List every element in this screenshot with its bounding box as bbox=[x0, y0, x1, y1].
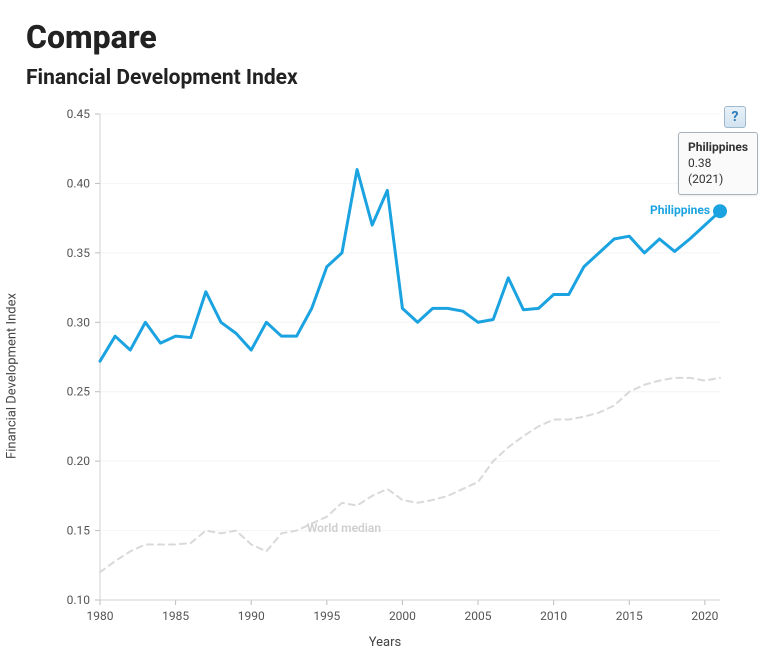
line-philippines[interactable] bbox=[100, 170, 720, 362]
svg-text:0.40: 0.40 bbox=[67, 176, 91, 190]
tooltip-year: (2021) bbox=[688, 172, 723, 186]
page-title: Compare bbox=[26, 18, 744, 56]
svg-text:0.35: 0.35 bbox=[67, 246, 91, 260]
marker-philippines-last[interactable] bbox=[713, 204, 727, 218]
tooltip-series: Philippines bbox=[688, 140, 748, 154]
x-axis-label: Years bbox=[369, 635, 401, 650]
chart-title: Financial Development Index bbox=[26, 66, 744, 90]
svg-text:2020: 2020 bbox=[691, 609, 718, 623]
svg-text:0.15: 0.15 bbox=[67, 524, 91, 538]
help-icon[interactable]: ? bbox=[724, 106, 746, 128]
svg-text:2000: 2000 bbox=[389, 609, 416, 623]
svg-text:1980: 1980 bbox=[87, 609, 114, 623]
chart-svg: 0.10 0.15 0.20 0.25 0.30 0.35 0.40 0.45 1980 1985… bbox=[26, 96, 744, 656]
svg-text:1985: 1985 bbox=[162, 609, 189, 623]
svg-text:0.10: 0.10 bbox=[67, 593, 91, 607]
series-label-world-median: World median bbox=[307, 521, 381, 535]
svg-text:0.30: 0.30 bbox=[67, 315, 91, 329]
tooltip: Philippines 0.38 (2021) bbox=[678, 132, 758, 195]
y-axis-label: Financial Development Index bbox=[5, 293, 20, 459]
svg-text:2005: 2005 bbox=[465, 609, 492, 623]
svg-text:1995: 1995 bbox=[313, 609, 340, 623]
svg-text:2015: 2015 bbox=[616, 609, 643, 623]
svg-text:1990: 1990 bbox=[238, 609, 265, 623]
series-label-philippines: Philippines bbox=[650, 203, 710, 217]
line-world-median[interactable] bbox=[100, 378, 720, 572]
svg-text:0.20: 0.20 bbox=[67, 454, 91, 468]
svg-text:0.25: 0.25 bbox=[67, 385, 91, 399]
chart-container: Financial Development Index 0.100.150.20… bbox=[26, 96, 744, 656]
tooltip-value: 0.38 bbox=[688, 156, 711, 170]
svg-text:0.45: 0.45 bbox=[67, 107, 91, 121]
svg-text:2010: 2010 bbox=[540, 609, 567, 623]
